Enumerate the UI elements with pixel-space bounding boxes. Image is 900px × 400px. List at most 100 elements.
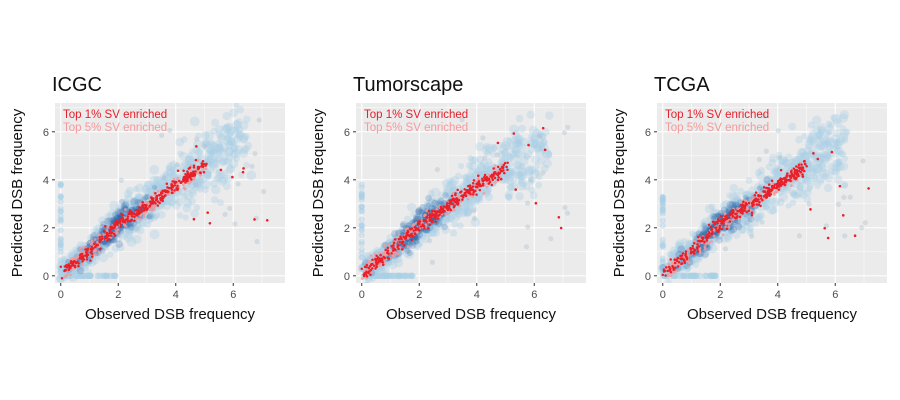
density-point [102, 243, 110, 251]
top1-point [242, 167, 245, 170]
top5-point [383, 244, 386, 247]
outlier-point [471, 207, 477, 214]
top1-point [795, 168, 799, 172]
density-point [223, 174, 232, 183]
density-point [757, 166, 765, 175]
top1-point [679, 254, 682, 258]
density-point [405, 222, 412, 229]
density-point [413, 236, 419, 242]
density-point [754, 212, 764, 222]
density-point [507, 183, 515, 191]
outlier-point [222, 211, 228, 218]
density-point [452, 213, 461, 222]
density-point [387, 259, 398, 270]
density-point [150, 183, 158, 192]
top1-point [467, 189, 470, 192]
x-tick-label: 6 [832, 289, 838, 301]
x-axis-label: Observed DSB frequency [687, 306, 858, 323]
density-point [723, 233, 733, 243]
top1-point [188, 173, 192, 177]
top5-point [377, 264, 381, 268]
density-point [57, 264, 65, 272]
density-point [203, 143, 213, 153]
top1-point [838, 184, 842, 188]
density-point [510, 129, 520, 139]
top1-point [367, 266, 371, 270]
density-point [228, 158, 239, 169]
series-top1 [360, 126, 563, 278]
top1-point [506, 168, 509, 172]
density-point [125, 200, 132, 207]
top1-point [375, 254, 378, 258]
density-point [659, 242, 666, 249]
top1-point [108, 231, 112, 235]
density-point [788, 188, 796, 196]
top1-point [386, 246, 390, 250]
top1-point [489, 175, 492, 178]
density-point [458, 207, 469, 218]
density-point [793, 191, 801, 200]
density-point [144, 215, 154, 224]
top1-point [503, 171, 506, 175]
density-point [746, 224, 754, 232]
density-point [216, 150, 223, 157]
density-point [171, 194, 180, 203]
top1-point [468, 184, 472, 187]
top5-point [790, 184, 793, 188]
legend-top5: Top 5% SV enriched [364, 122, 468, 134]
density-point [179, 162, 190, 173]
density-point [476, 155, 485, 164]
top1-point [661, 273, 664, 277]
density-point [239, 133, 249, 143]
top1-point [392, 241, 396, 245]
density-point [518, 162, 526, 170]
density-point [482, 165, 491, 175]
density-point [454, 206, 464, 216]
top1-point [65, 264, 68, 267]
density-point [540, 139, 548, 147]
density-point [506, 153, 513, 161]
top1-point [166, 186, 169, 189]
density-point [539, 132, 547, 140]
density-point [818, 128, 826, 136]
density-point [57, 216, 64, 223]
top1-point [802, 160, 806, 163]
density-point [527, 133, 536, 142]
x-tick-label: 2 [416, 289, 422, 301]
density-point [665, 279, 672, 283]
density-point [445, 215, 453, 223]
density-point [166, 162, 176, 172]
density-point [158, 178, 168, 188]
top1-point [159, 197, 162, 200]
top1-point [717, 230, 720, 234]
density-point [811, 164, 819, 172]
density-point [190, 209, 199, 218]
top1-point [434, 214, 438, 218]
outlier-point [562, 205, 568, 211]
top1-point [175, 180, 178, 184]
outlier-point [743, 220, 750, 226]
top1-point [691, 244, 695, 248]
density-point [531, 155, 540, 164]
density-point [162, 170, 170, 178]
top1-point [397, 247, 400, 251]
density-point [98, 227, 106, 235]
top1-point [196, 165, 200, 169]
density-point [102, 242, 109, 249]
density-point [116, 204, 125, 213]
density-point [129, 225, 137, 234]
density-point [146, 214, 155, 223]
top1-point [801, 166, 805, 169]
y-axis-label: Predicted DSB frequency [310, 108, 327, 277]
top1-point [372, 264, 376, 267]
density-point [233, 135, 242, 144]
top1-point [781, 182, 785, 186]
top1-point [795, 165, 798, 168]
density-point [358, 216, 365, 223]
density-point [772, 167, 783, 178]
density-point [212, 143, 223, 154]
density-point [684, 239, 693, 247]
top1-point [184, 172, 187, 176]
density-point [528, 125, 538, 135]
density-point [734, 221, 742, 229]
